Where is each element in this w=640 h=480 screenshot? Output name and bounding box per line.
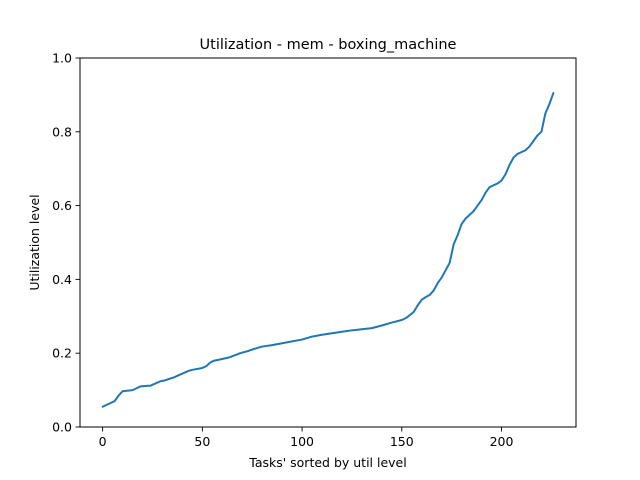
x-axis-label: Tasks' sorted by util level	[248, 455, 406, 470]
x-tick-label: 50	[194, 434, 210, 449]
y-axis-ticks: 0.0 0.2 0.4 0.6 0.8 1.0	[52, 51, 80, 435]
y-tick-label: 0.4	[52, 272, 72, 287]
x-axis-ticks: 0 50 100 150 200	[99, 427, 514, 449]
y-tick-label: 0.6	[52, 198, 72, 213]
series-line-0	[101, 92, 555, 408]
chart-title: Utilization - mem - boxing_machine	[200, 37, 457, 53]
y-tick-label: 0.0	[52, 420, 72, 435]
x-tick-label: 200	[490, 434, 514, 449]
x-tick-label: 0	[99, 434, 107, 449]
y-axis-label: Utilization level	[27, 194, 42, 290]
y-tick-label: 0.8	[52, 124, 72, 139]
plot-area	[101, 92, 555, 408]
x-tick-label: 150	[390, 434, 414, 449]
x-tick-label: 100	[290, 434, 314, 449]
axes-frame	[79, 57, 577, 428]
y-tick-label: 0.2	[52, 346, 72, 361]
y-tick-label: 1.0	[52, 51, 72, 66]
